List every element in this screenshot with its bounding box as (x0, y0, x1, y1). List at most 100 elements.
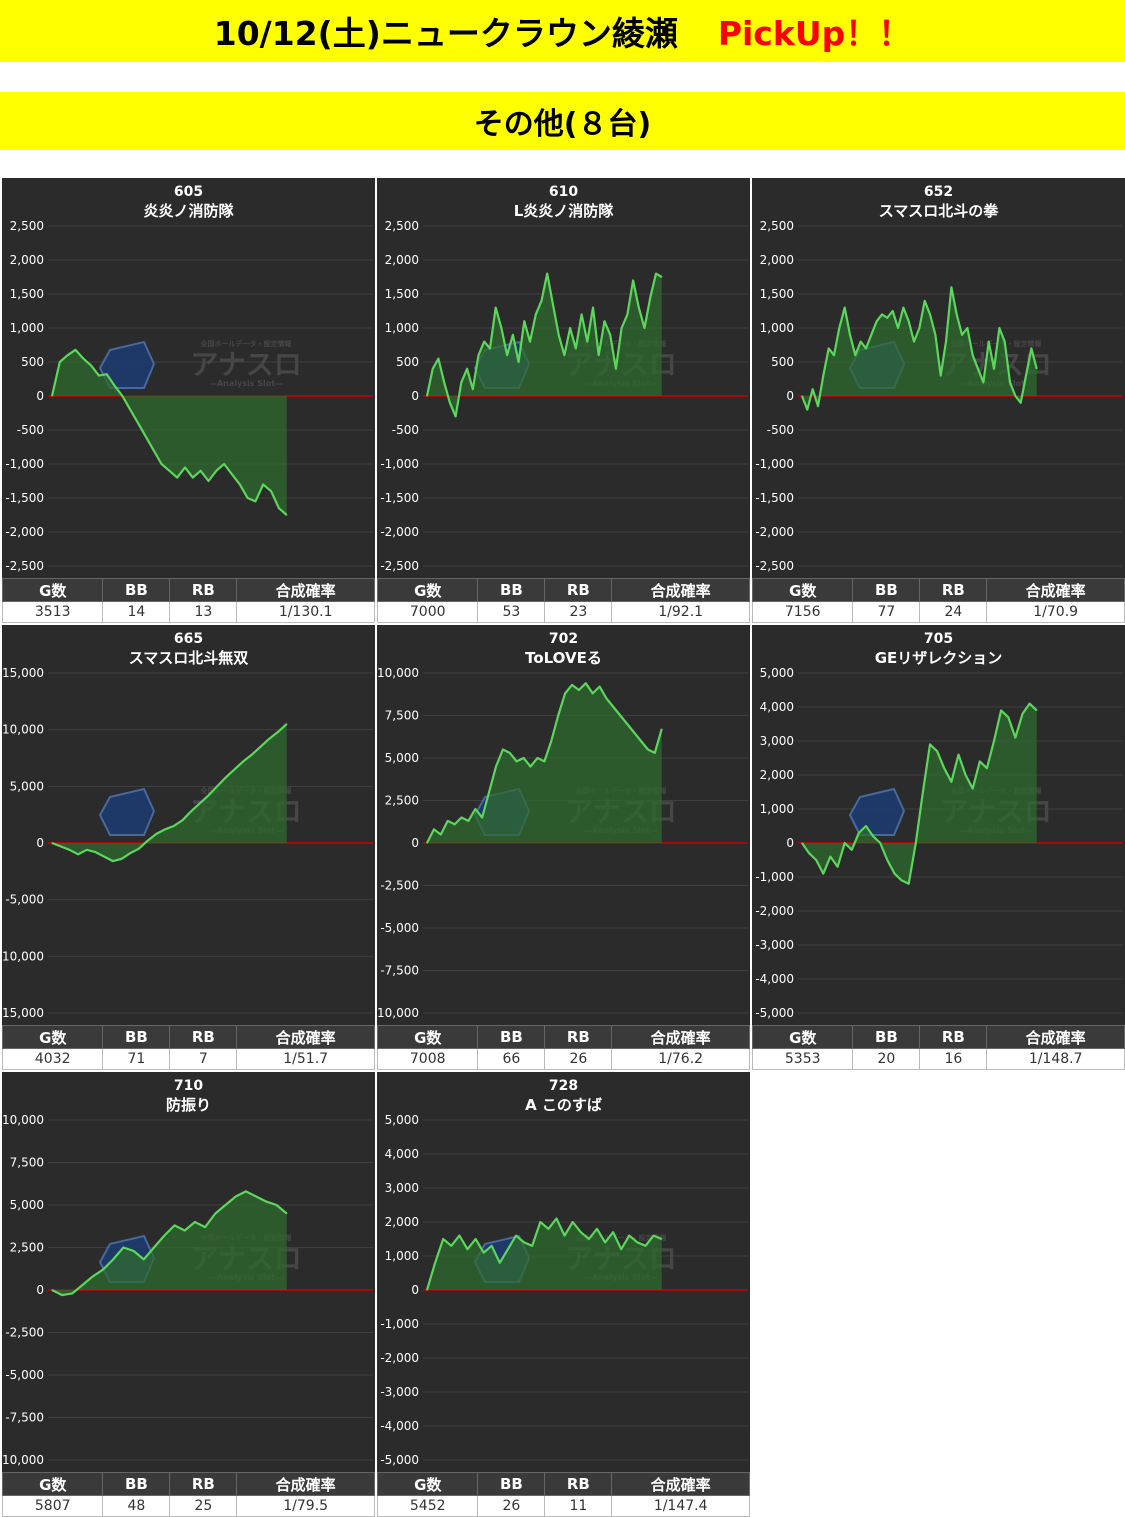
series-area (427, 1218, 662, 1290)
data-point (518, 361, 520, 363)
chart-svg: 665 スマスロ北斗無双 15,000 10,000 5,000 0 -5,000 -10,0… (2, 625, 375, 1025)
data-point (649, 296, 651, 298)
data-point (437, 358, 439, 360)
y-tick-label: -3,000 (755, 938, 794, 952)
data-point (993, 740, 995, 742)
table-header: BB (102, 1025, 171, 1049)
data-point (647, 748, 649, 751)
table-cell: 5353 (751, 1048, 854, 1070)
data-point (207, 480, 210, 482)
y-tick-label: -2,000 (755, 904, 794, 918)
data-point (61, 1294, 63, 1296)
table-header: 合成確率 (611, 578, 750, 602)
data-point (908, 320, 910, 322)
table-header: RB (544, 578, 613, 602)
data-point (972, 788, 974, 790)
data-point (564, 1235, 566, 1237)
data-point (986, 767, 988, 769)
data-point (929, 313, 931, 315)
data-point (661, 276, 663, 278)
data-point (913, 341, 915, 343)
data-point (956, 313, 958, 315)
data-point (168, 470, 170, 472)
data-point (581, 313, 583, 315)
data-point (426, 842, 428, 844)
chart-svg: 610 L炎炎ノ消防隊 2,500 2,000 1,500 1,000 500 0 -500 -1… (377, 178, 750, 578)
data-point (275, 1204, 278, 1206)
stats-table: G数 BB RB 合成確率 3513 14 13 1/130.1 (1, 578, 375, 623)
table-cell: 1/148.7 (986, 1048, 1125, 1070)
data-point (242, 760, 244, 762)
table-header: 合成確率 (611, 1025, 750, 1049)
y-tick-label: 2,500 (385, 794, 419, 808)
data-point (483, 341, 485, 343)
data-point (822, 873, 824, 875)
data-point (466, 1248, 469, 1250)
data-point (121, 395, 123, 397)
table-cell: 3513 (1, 601, 104, 623)
table-cell: 7000 (376, 601, 479, 623)
data-point (535, 313, 537, 315)
data-point (455, 415, 457, 417)
data-point (615, 368, 617, 370)
machine-number: 705 (924, 631, 953, 647)
data-point (897, 327, 899, 329)
data-point (1000, 709, 1002, 711)
data-point (588, 1238, 590, 1240)
data-point (509, 752, 511, 754)
series-area (427, 683, 662, 843)
y-tick-label: -2,000 (755, 525, 794, 539)
data-point (1029, 703, 1031, 705)
y-tick-label: -2,500 (5, 559, 44, 573)
machine-title: 防振り (166, 1096, 211, 1114)
data-point (571, 684, 573, 686)
data-point (106, 373, 108, 375)
data-point (599, 686, 601, 688)
data-point (466, 368, 468, 370)
data-point (940, 375, 942, 377)
y-tick-label: 2,000 (385, 253, 419, 267)
data-point (173, 1224, 176, 1226)
y-tick-label: 5,000 (760, 666, 794, 680)
table-header: G数 (751, 578, 854, 602)
table-cell: 24 (919, 601, 988, 623)
series-line (51, 723, 288, 863)
data-point (103, 856, 105, 858)
y-tick-label: -10,000 (2, 1453, 44, 1467)
data-point (924, 300, 926, 302)
data-point (529, 341, 531, 343)
table-cell: 1/70.9 (986, 601, 1125, 623)
y-tick-label: -1,500 (755, 491, 794, 505)
data-point (231, 473, 233, 475)
y-tick-label: -2,500 (5, 1326, 44, 1340)
table-header: 合成確率 (236, 1472, 375, 1496)
data-point (934, 334, 936, 336)
data-point (426, 395, 428, 397)
data-point (181, 819, 183, 821)
table-row: 7000 53 23 1/92.1 (376, 601, 750, 623)
data-point (270, 490, 272, 492)
chart-svg: 652 スマスロ北斗の拳 2,500 2,000 1,500 1,000 500 0 -500 -… (752, 178, 1125, 578)
data-point (892, 310, 894, 312)
data-point (483, 1252, 485, 1254)
y-tick-label: -4,000 (755, 972, 794, 986)
data-point (628, 1235, 630, 1237)
watermark-small: 全国ホールデータ・設定情報 (200, 339, 293, 348)
y-tick-label: 2,500 (10, 219, 44, 233)
data-point (488, 791, 490, 793)
data-point (239, 483, 241, 485)
data-point (580, 1231, 582, 1233)
data-point (640, 740, 642, 742)
data-point (51, 1289, 53, 1291)
data-point (555, 1218, 558, 1220)
data-point (147, 840, 149, 842)
chart-svg: 605 炎炎ノ消防隊 2,500 2,000 1,500 1,000 500 0 -500 -1,… (2, 178, 375, 578)
data-point (507, 1248, 509, 1250)
machine-title: 炎炎ノ消防隊 (143, 202, 234, 220)
y-tick-label: -1,000 (5, 457, 44, 471)
data-point (82, 358, 84, 360)
table-header: BB (477, 1025, 546, 1049)
title-banner: 10/12(土)ニュークラウン綾瀬 PickUp！！ (0, 0, 1125, 62)
data-point (138, 848, 140, 850)
data-point (442, 1238, 444, 1240)
